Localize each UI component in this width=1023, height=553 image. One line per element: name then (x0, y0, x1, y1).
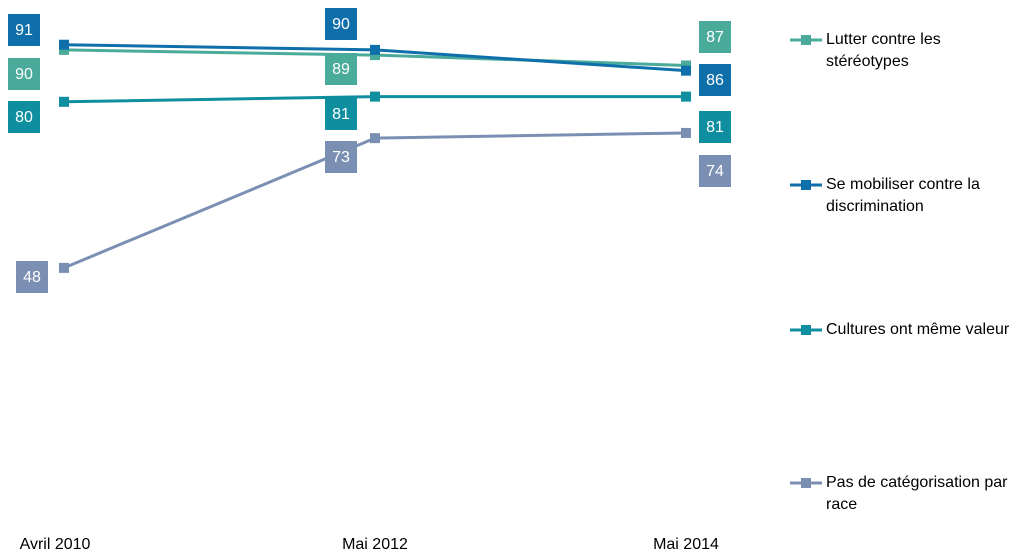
legend-marker (801, 478, 811, 488)
x-tick-label: Mai 2012 (342, 536, 408, 553)
data-label: 91 (15, 22, 33, 39)
data-label: 89 (332, 61, 350, 78)
data-label-box (325, 98, 357, 130)
legend-marker (801, 180, 811, 190)
legend-marker (801, 325, 811, 335)
point-marker (59, 39, 69, 50)
data-label-box (699, 155, 731, 187)
point-marker (370, 50, 380, 61)
data-label: 90 (332, 16, 350, 33)
data-label-box (8, 58, 40, 90)
data-label: 86 (706, 72, 724, 89)
legend-label: Se mobiliser contre la discrimination (826, 176, 980, 215)
data-label-box (699, 21, 731, 53)
data-label: 81 (332, 106, 350, 123)
data-label: 48 (23, 269, 41, 286)
data-label-box (325, 53, 357, 85)
point-marker (370, 44, 380, 55)
point-marker (370, 133, 380, 144)
data-label: 74 (706, 163, 724, 180)
data-label: 80 (15, 109, 33, 126)
point-marker (370, 91, 380, 102)
series-line (63, 131, 687, 270)
x-tick-label: Avril 2010 (20, 536, 91, 553)
data-label-box (16, 261, 48, 293)
legend-label: Cultures ont même valeur (826, 321, 1010, 338)
data-label: 87 (706, 29, 724, 46)
x-tick-label: Mai 2014 (653, 536, 719, 553)
legend-marker (801, 35, 811, 45)
point-marker (59, 44, 69, 55)
data-label: 73 (332, 149, 350, 166)
data-label: 90 (15, 66, 33, 83)
point-marker (59, 262, 69, 273)
data-label-box (8, 14, 40, 46)
point-marker (681, 91, 691, 102)
point-marker (681, 60, 691, 71)
data-label-box (699, 64, 731, 96)
data-label-box (699, 111, 731, 143)
data-label: 81 (706, 119, 724, 136)
data-label-box (8, 101, 40, 133)
data-label-box (325, 141, 357, 173)
legend-label: Pas de catégorisation par race (826, 474, 1008, 513)
legend-label: Lutter contre les stéréotypes (826, 31, 941, 70)
data-label-box (325, 8, 357, 40)
point-marker (59, 96, 69, 107)
point-marker (681, 127, 691, 138)
point-marker (681, 65, 691, 76)
